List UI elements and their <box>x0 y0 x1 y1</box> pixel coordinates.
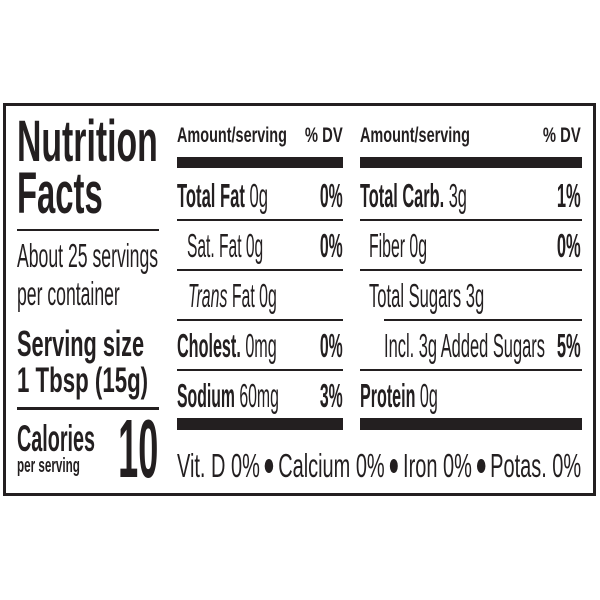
row-added-sugars: Incl. 3g Added Sugars <box>384 327 545 364</box>
serving-size-value: 1 Tbsp (15g) <box>17 361 149 400</box>
row-total-fat: Total Fat 0g <box>177 177 268 214</box>
calcium: Calcium 0% <box>278 447 385 484</box>
dv-total-carb: 1% <box>557 177 581 214</box>
row-divider <box>360 219 582 221</box>
dv-total-fat: 0% <box>320 177 343 214</box>
vitamin-d: Vit. D 0% <box>177 447 260 484</box>
thick-bar <box>177 157 343 168</box>
row-divider <box>384 319 582 321</box>
row-divider <box>177 369 343 371</box>
vitamins-minerals-line: Vit. D 0% Calcium 0% Iron 0% Potas. 0% <box>177 449 581 482</box>
header-amount-serving: Amount/serving <box>360 124 470 147</box>
row-total-carb: Total Carb. 3g <box>360 177 467 214</box>
row-divider <box>177 269 343 271</box>
row-fiber: Fiber 0g <box>369 227 428 264</box>
iron: Iron 0% <box>403 447 472 484</box>
bullet-icon <box>476 459 486 474</box>
bullet-icon <box>389 459 399 474</box>
title-nutrition: Nutrition <box>17 109 158 174</box>
row-total-sugars: Total Sugars 3g <box>369 277 485 314</box>
row-protein: Protein 0g <box>360 377 438 414</box>
dv-sat-fat: 0% <box>320 227 343 264</box>
row-divider <box>360 269 582 271</box>
dv-added-sugars: 5% <box>557 327 581 364</box>
dv-cholesterol: 0% <box>320 327 343 364</box>
divider <box>17 407 159 410</box>
header-percent-dv: % DV <box>305 124 343 147</box>
serving-size-label: Serving size <box>17 323 145 364</box>
dv-fiber: 0% <box>557 227 581 264</box>
divider <box>17 229 159 231</box>
calories-label: Calories <box>17 418 96 459</box>
thick-bar <box>360 418 582 430</box>
servings-per-container-line2: per container <box>17 275 120 312</box>
bullet-icon <box>264 459 274 474</box>
calories-value: 10 <box>117 402 158 495</box>
title-facts: Facts <box>17 161 103 226</box>
row-sodium: Sodium 60mg <box>177 377 279 414</box>
row-divider <box>177 319 343 321</box>
thick-bar <box>177 418 343 430</box>
servings-per-container-line1: About 25 servings <box>17 237 159 274</box>
header-amount-serving: Amount/serving <box>177 124 287 147</box>
row-divider <box>177 219 343 221</box>
row-sat-fat: Sat. Fat 0g <box>187 227 264 264</box>
row-trans-fat: Trans Fat 0g <box>188 277 277 314</box>
thick-bar <box>360 157 582 168</box>
row-divider <box>360 369 582 371</box>
header-percent-dv: % DV <box>543 124 581 147</box>
calories-per-serving: per serving <box>17 455 80 477</box>
potassium: Potas. 0% <box>490 447 582 484</box>
row-cholesterol: Cholest. 0mg <box>177 327 277 364</box>
dv-sodium: 3% <box>320 377 343 414</box>
nutrition-facts-panel <box>3 103 596 496</box>
